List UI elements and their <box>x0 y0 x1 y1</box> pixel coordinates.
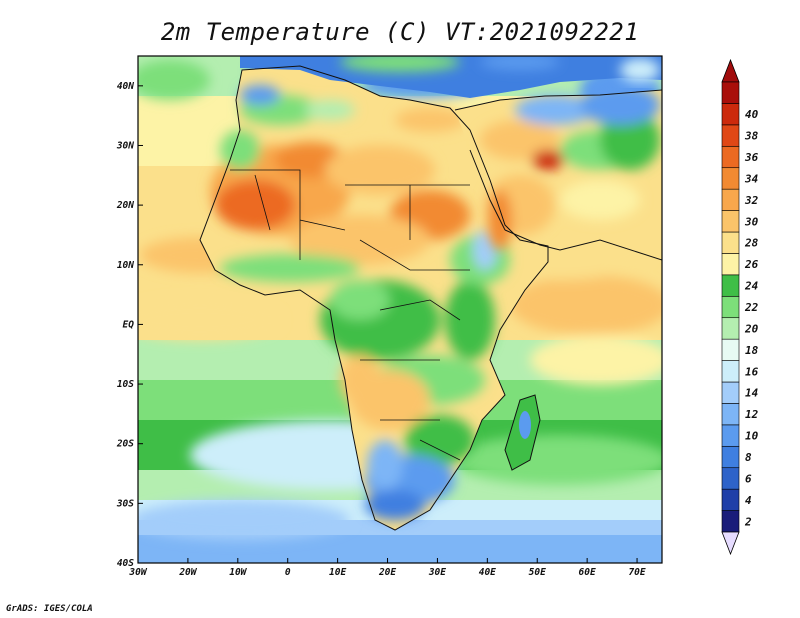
x-tick-label: 20W <box>178 567 197 578</box>
colorbar-max-arrow <box>721 58 740 83</box>
colorbar-label: 40 <box>745 108 759 121</box>
y-tick-label: EQ <box>123 319 135 330</box>
colorbar-label: 28 <box>744 237 759 250</box>
colorbar-swatch <box>721 188 740 211</box>
latitude-axis: 40S 30S 20S 10S EQ 10N 20N 30N 40N <box>116 81 143 569</box>
colorbar-swatch <box>721 424 740 447</box>
longitude-axis: 30W 20W 10W 0 10E 20E 30E 40E 50E 60E 70E <box>128 558 646 578</box>
x-tick-label: 20E <box>378 567 396 578</box>
y-tick-label: 30S <box>116 498 134 509</box>
colorbar-swatch <box>721 253 740 276</box>
y-tick-label: 20N <box>116 200 134 211</box>
colorbar-label: 4 <box>745 494 752 507</box>
colorbar-swatch <box>721 231 740 254</box>
colorbar-swatch <box>721 510 740 533</box>
colorbar-label: 34 <box>744 172 759 185</box>
colorbar-swatch <box>721 81 740 104</box>
colorbar-swatch <box>721 274 740 297</box>
x-tick-label: 70E <box>628 567 645 578</box>
y-tick-label: 40N <box>117 81 134 92</box>
colorbar-swatch <box>721 167 740 190</box>
credit-label: GrADS: IGES/COLA <box>6 604 93 614</box>
colorbar-label: 22 <box>744 301 759 314</box>
colorbar-swatch <box>721 317 740 340</box>
colorbar-swatch <box>721 381 740 404</box>
y-tick-label: 20S <box>116 439 134 450</box>
map-frame <box>137 55 663 564</box>
y-tick-label: 10S <box>117 379 134 390</box>
colorbar-label: 6 <box>745 472 752 485</box>
colorbar-swatch <box>721 295 740 319</box>
colorbar-label: 10 <box>745 430 759 443</box>
colorbar-swatch <box>721 124 740 147</box>
temperature-field <box>138 56 662 563</box>
colorbar-swatch <box>721 145 740 169</box>
x-tick-label: 40E <box>479 567 496 578</box>
colorbar-label: 36 <box>744 151 759 164</box>
colorbar-label: 14 <box>745 387 759 400</box>
colorbar-label: 16 <box>745 365 759 378</box>
colorbar-swatch <box>721 103 740 126</box>
colorbar-label: 12 <box>745 408 759 421</box>
colorbar-label: 24 <box>744 280 759 293</box>
y-tick-label: 30N <box>116 140 134 151</box>
colorbar-label: 8 <box>745 451 752 464</box>
colorbar-swatch <box>721 488 740 511</box>
colorbar-swatch <box>721 467 740 490</box>
colorbar-swatch <box>721 445 740 469</box>
x-tick-label: 10E <box>329 567 346 578</box>
x-tick-label: 10W <box>229 567 247 578</box>
colorbar-label: 18 <box>745 344 759 357</box>
x-tick-label: 30E <box>428 567 446 578</box>
x-tick-label: 0 <box>285 567 291 578</box>
x-tick-label: 60E <box>579 567 596 578</box>
colorbar-label: 32 <box>744 194 759 207</box>
colorbar-label: 2 <box>744 515 752 528</box>
colorbar-swatch <box>721 403 740 426</box>
y-tick-label: 10N <box>117 260 134 271</box>
colorbar-label: 30 <box>744 215 759 228</box>
x-tick-label: 50E <box>529 567 546 578</box>
colorbar-label: 20 <box>744 322 759 335</box>
colorbar-swatch <box>721 360 740 383</box>
colorbar-label: 26 <box>744 258 759 271</box>
colorbar-swatch <box>721 210 740 233</box>
map-title: 2m Temperature (C) VT:2021092221 <box>160 18 640 46</box>
colorbar-min-arrow <box>721 531 740 556</box>
colorbar-label: 38 <box>744 130 759 143</box>
x-tick-label: 30W <box>128 567 147 578</box>
colorbar-swatch <box>721 338 740 361</box>
y-tick-label: 40S <box>117 558 134 569</box>
